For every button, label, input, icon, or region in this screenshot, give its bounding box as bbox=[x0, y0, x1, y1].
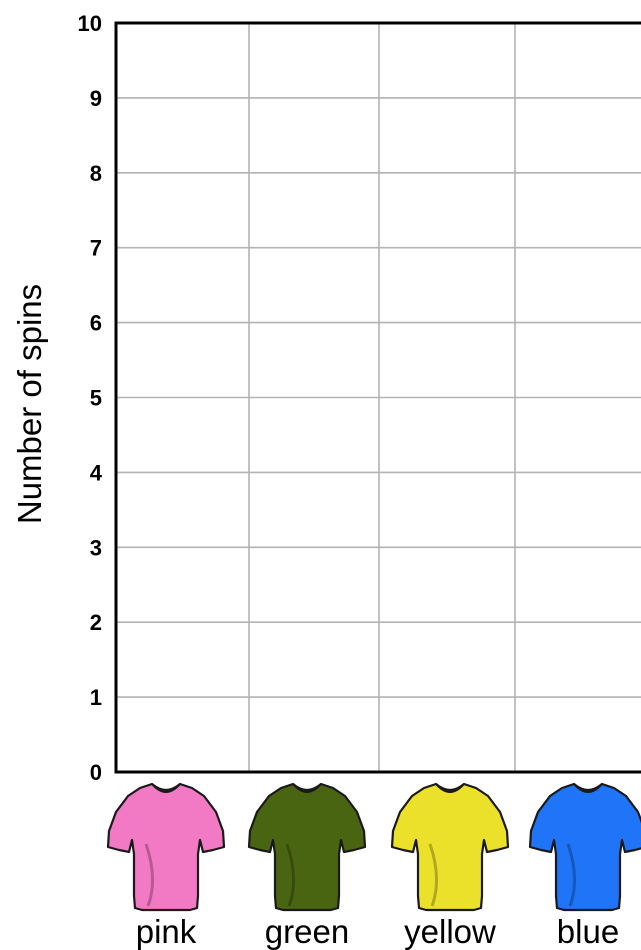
y-tick-label: 1 bbox=[90, 685, 102, 710]
t-shirt-fold bbox=[285, 843, 296, 907]
y-tick-label: 7 bbox=[90, 236, 102, 261]
t-shirt-icon bbox=[528, 782, 641, 912]
t-shirt-body bbox=[247, 782, 367, 912]
t-shirt-collar bbox=[435, 783, 465, 793]
y-tick-label: 0 bbox=[90, 760, 102, 785]
t-shirt-fold bbox=[144, 843, 155, 907]
x-category-label: green bbox=[265, 913, 349, 950]
t-shirt-icon bbox=[247, 782, 367, 912]
y-tick-label: 5 bbox=[90, 386, 102, 411]
category-icons bbox=[106, 782, 641, 912]
t-shirt-icon bbox=[390, 782, 510, 912]
axes bbox=[114, 21, 641, 774]
y-axis-title: Number of spins bbox=[11, 284, 48, 524]
y-tick-label: 4 bbox=[90, 460, 103, 485]
x-category-label: yellow bbox=[404, 913, 496, 950]
x-category-label: pink bbox=[136, 913, 197, 950]
t-shirt-body bbox=[528, 782, 641, 912]
t-shirt-fold bbox=[566, 843, 577, 907]
grid-lines bbox=[116, 23, 641, 772]
y-tick-labels: 0 1 2 3 4 5 6 7 8 9 10 bbox=[78, 11, 103, 785]
t-shirt-body bbox=[106, 782, 226, 912]
category-labels: pink green yellow blue bbox=[136, 913, 619, 950]
t-shirt-icon bbox=[106, 782, 226, 912]
t-shirt-collar bbox=[292, 783, 322, 793]
y-tick-label: 3 bbox=[90, 535, 102, 560]
y-tick-label: 9 bbox=[90, 86, 102, 111]
t-shirt-fold bbox=[428, 843, 439, 907]
y-tick-label: 6 bbox=[90, 311, 102, 336]
x-category-label: blue bbox=[557, 913, 619, 950]
y-tick-label: 10 bbox=[78, 11, 102, 36]
t-shirt-collar bbox=[151, 783, 181, 793]
t-shirt-body bbox=[390, 782, 510, 912]
y-tick-label: 2 bbox=[90, 610, 102, 635]
t-shirt-collar bbox=[573, 783, 603, 793]
y-tick-label: 8 bbox=[90, 161, 102, 186]
